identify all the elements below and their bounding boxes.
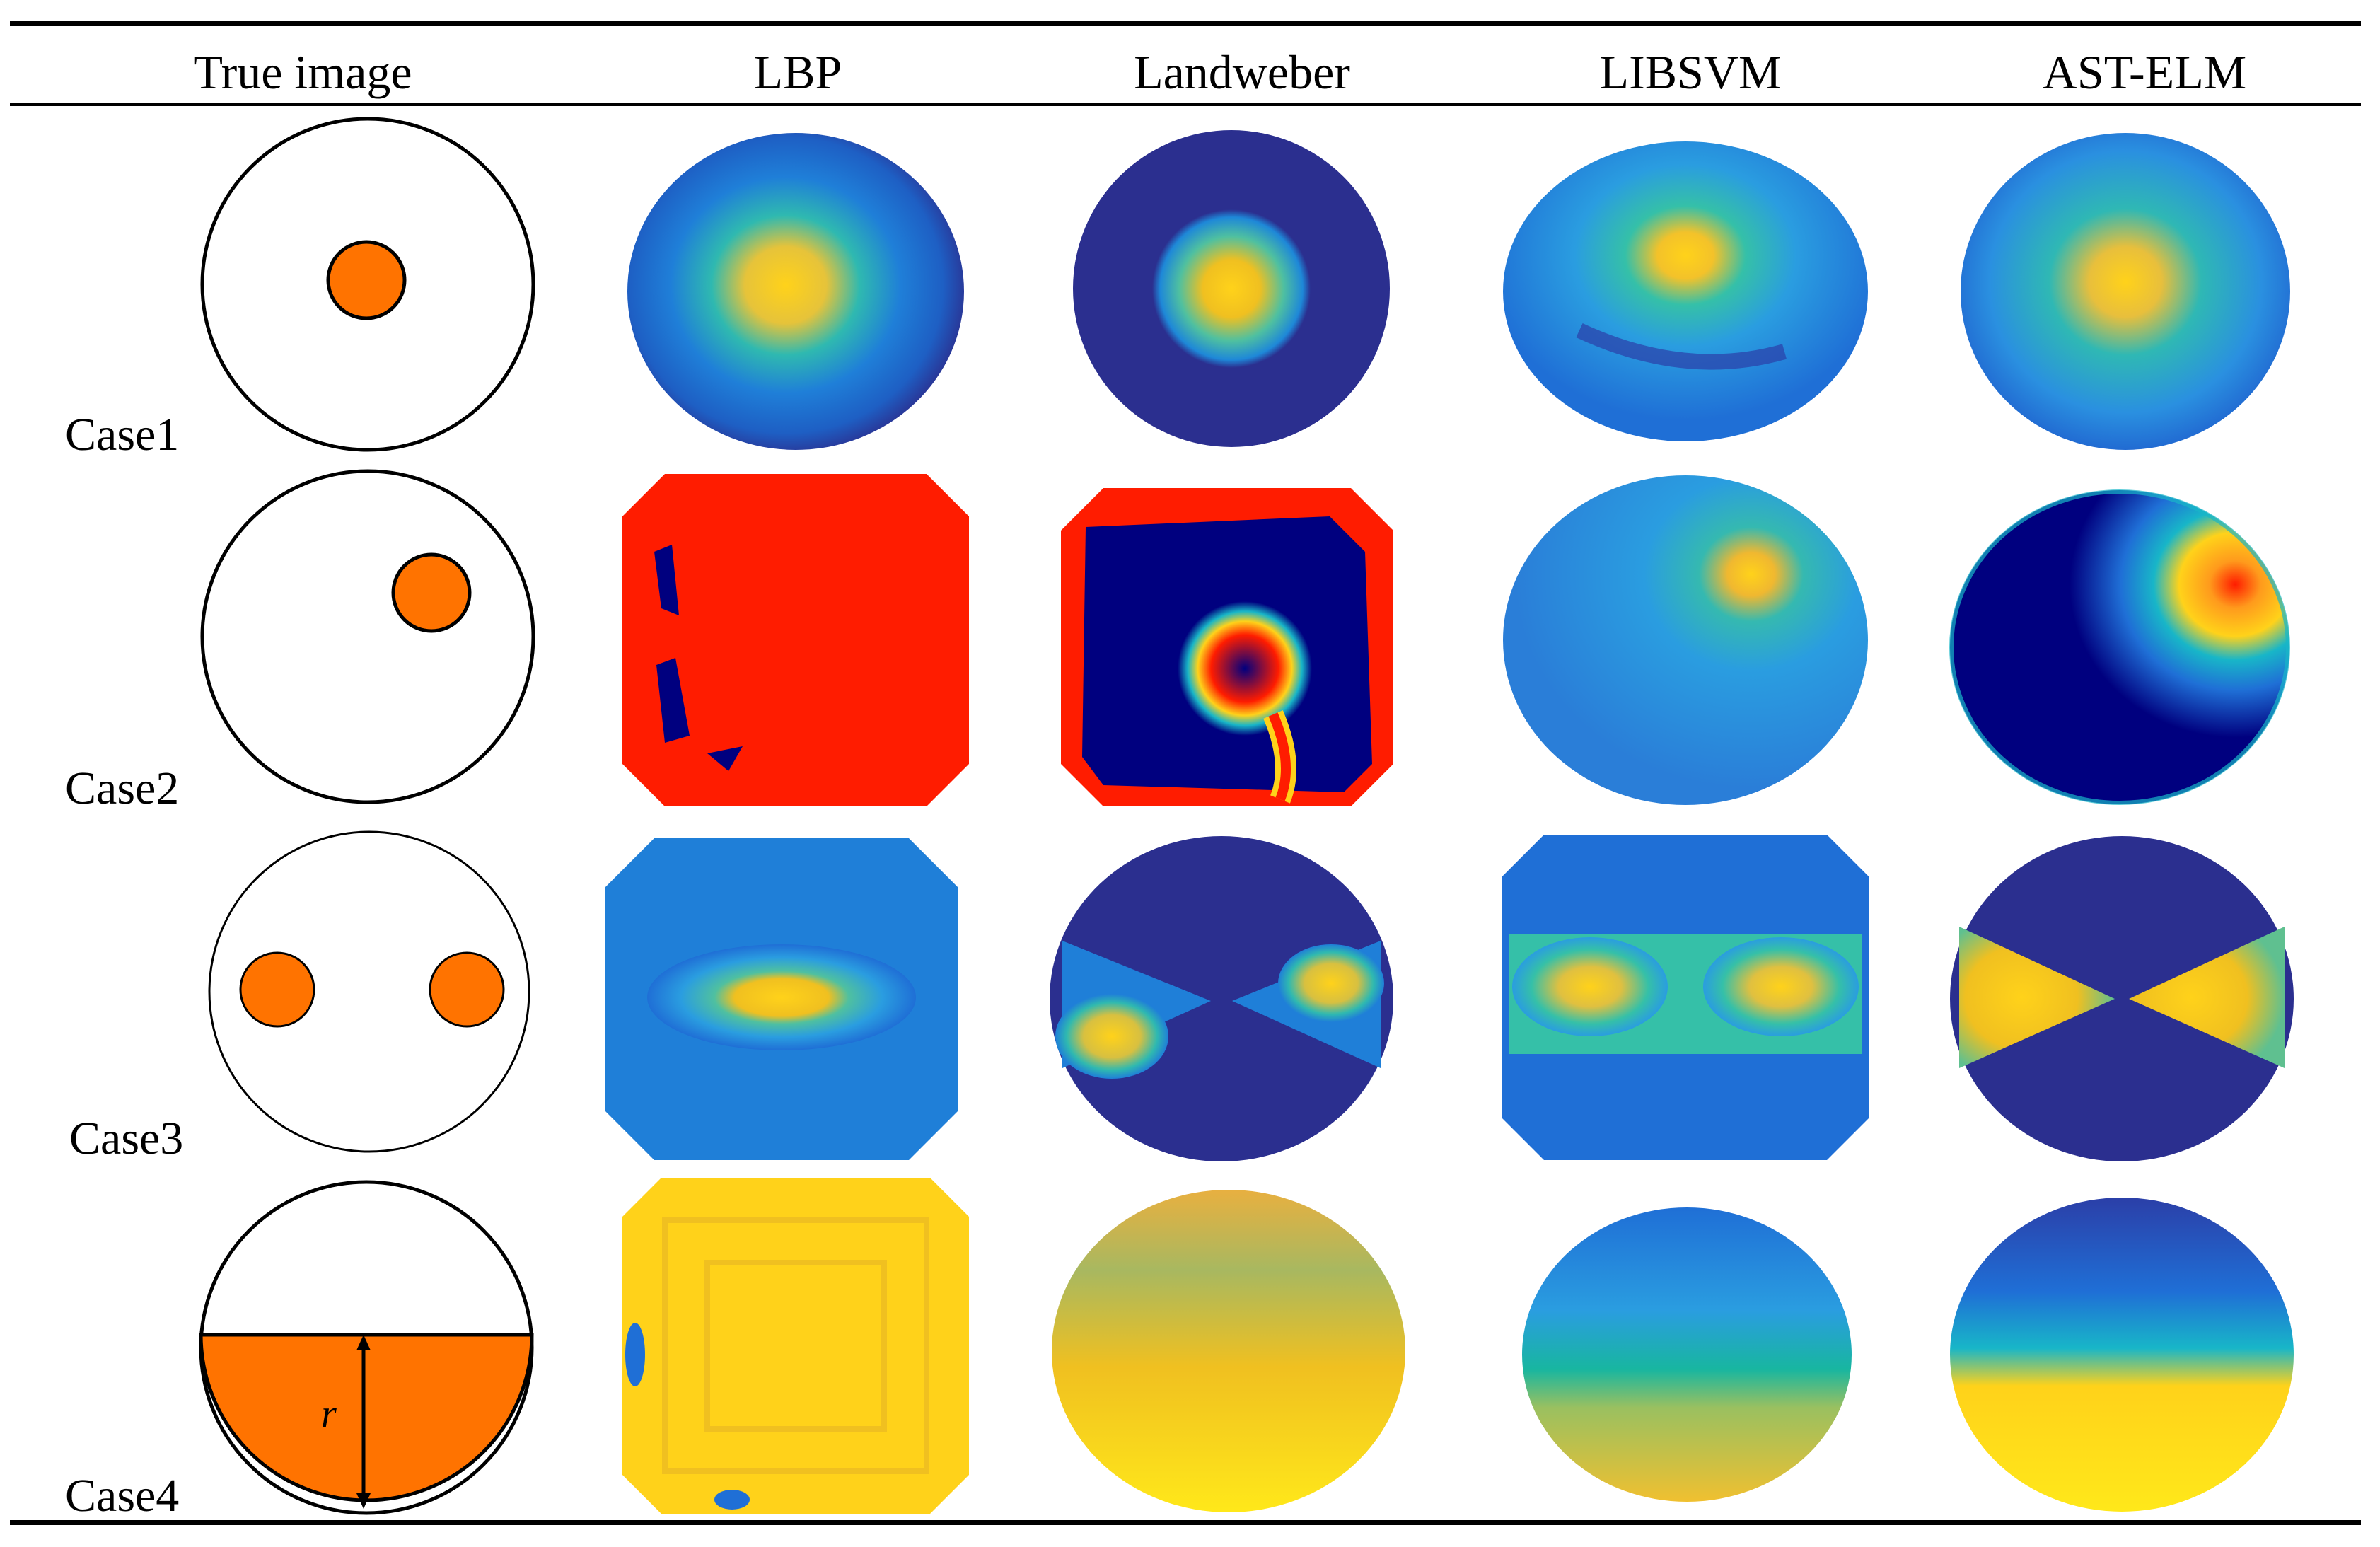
header-rule (10, 103, 2361, 106)
case3-landweber (1048, 835, 1395, 1164)
case1-true-image (198, 115, 538, 454)
case2-lbp (622, 474, 969, 806)
case3-true-image (205, 828, 534, 1157)
case2-pipe-outline (200, 469, 535, 804)
header-true-image: True image (193, 45, 412, 99)
case2-label: Case2 (65, 763, 180, 814)
case2-libsvm (1502, 474, 1869, 806)
case2-true-image (198, 467, 538, 806)
case4-landweber (1050, 1188, 1407, 1514)
case4-lbp (622, 1178, 969, 1514)
case1-object (326, 240, 407, 320)
case1-landweber (1072, 129, 1391, 448)
case4-libsvm (1521, 1206, 1853, 1503)
case1-lbp (622, 129, 969, 454)
top-rule (10, 21, 2361, 26)
case2-ast-elm (1949, 488, 2292, 806)
header-ast-elm: AST-ELM (2042, 45, 2247, 99)
case4-annotation-r: r (321, 1392, 337, 1436)
case3-object-left (239, 951, 315, 1028)
case2-object (391, 552, 472, 633)
case4-label: Case4 (65, 1470, 180, 1522)
case3-ast-elm (1949, 835, 2295, 1164)
case3-object-right (429, 951, 505, 1028)
case1-libsvm (1502, 139, 1869, 444)
header-landweber: Landweber (1134, 45, 1350, 99)
case3-lbp (605, 838, 958, 1160)
bottom-rule (10, 1520, 2361, 1525)
case2-landweber (1061, 488, 1393, 806)
header-libsvm: LIBSVM (1599, 45, 1782, 99)
case4-liquid-layer (199, 1333, 534, 1502)
case1-ast-elm (1959, 129, 2292, 454)
case4-true-image: r (197, 1178, 536, 1517)
case1-label: Case1 (65, 409, 180, 460)
case3-pipe-outline (208, 830, 530, 1153)
case3-label: Case3 (69, 1113, 184, 1164)
case4-ast-elm (1949, 1195, 2295, 1514)
case3-libsvm (1502, 835, 1869, 1160)
header-lbp: LBP (753, 45, 842, 99)
